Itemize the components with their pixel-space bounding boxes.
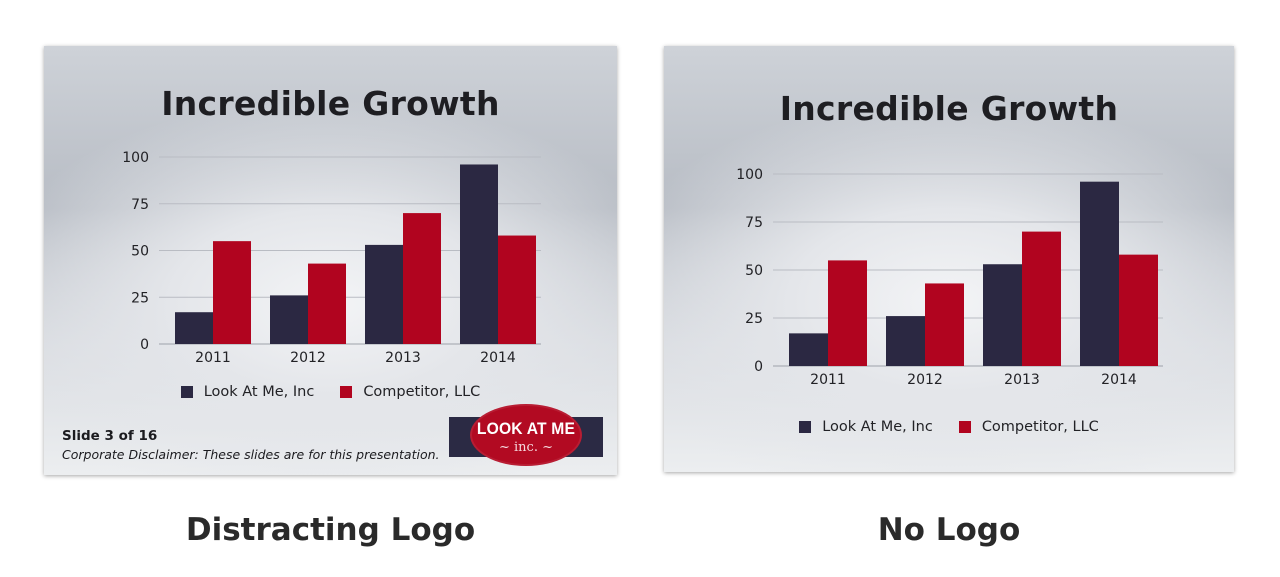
bar-chart: 0 25 50 75 100 2011 2012 2013 2014 — [122, 150, 541, 366]
legend-swatch-series-b — [958, 421, 971, 433]
x-tick-label: 2013 — [385, 350, 421, 366]
bar-look-at-me-2014 — [1080, 181, 1119, 366]
bar-look-at-me-2011 — [789, 333, 828, 366]
legend-swatch-series-a — [799, 421, 812, 433]
y-tick-label: 0 — [140, 337, 149, 353]
x-tick-label: 2013 — [1004, 372, 1040, 388]
chart-legend: Look At Me, Inc Competitor, LLC — [44, 384, 617, 400]
legend-swatch-series-b — [340, 386, 353, 398]
slide-without-logo: Incredible Growth 0 25 50 75 100 2011 2012 2013… — [664, 46, 1234, 472]
bar-competitor-2013 — [403, 213, 441, 344]
logo-emblem — [470, 404, 582, 466]
slide-title: Incredible Growth — [161, 84, 500, 123]
bar-competitor-2012 — [308, 263, 346, 344]
slide-with-logo: Incredible Growth 0 25 50 75 100 2011 2012 2013… — [44, 46, 617, 475]
bar-look-at-me-2012 — [270, 295, 308, 344]
slide-number: Slide 3 of 16 — [62, 428, 158, 444]
legend-item-competitor: Competitor, LLC — [958, 419, 1099, 435]
bar-competitor-2013 — [1022, 231, 1061, 366]
legend-item-look-at-me: Look At Me, Inc — [180, 384, 315, 400]
y-tick-label: 75 — [131, 197, 149, 213]
x-tick-label: 2011 — [810, 372, 846, 388]
caption-no-logo: No Logo — [877, 512, 1021, 548]
y-tick-label: 50 — [131, 244, 149, 260]
legend-label: Competitor, LLC — [981, 419, 1099, 435]
x-tick-label: 2012 — [290, 350, 326, 366]
chart-legend: Look At Me, Inc Competitor, LLC — [664, 419, 1234, 435]
slide-title: Incredible Growth — [779, 89, 1119, 128]
logo-text: LOOK AT ME — [476, 419, 576, 438]
legend-item-look-at-me: Look At Me, Inc — [799, 419, 933, 435]
x-tick-label: 2014 — [480, 350, 516, 366]
bar-chart: 0 25 50 75 100 2011 2012 2013 2014 — [736, 167, 1163, 388]
logo-subtext: ~ inc. ~ — [499, 440, 553, 455]
x-tick-label: 2014 — [1101, 372, 1137, 388]
bar-competitor-2011 — [213, 241, 251, 344]
y-tick-label: 100 — [122, 150, 149, 166]
bar-competitor-2014 — [1119, 254, 1158, 366]
y-tick-label: 25 — [745, 311, 763, 327]
legend-item-competitor: Competitor, LLC — [340, 384, 480, 400]
bar-look-at-me-2011 — [175, 312, 213, 344]
y-tick-label: 25 — [131, 290, 149, 306]
bar-look-at-me-2012 — [886, 316, 925, 366]
caption-distracting-logo: Distracting Logo — [185, 512, 476, 548]
x-tick-label: 2011 — [195, 350, 231, 366]
legend-label: Look At Me, Inc — [203, 384, 315, 400]
legend-swatch-series-a — [180, 386, 193, 398]
bar-look-at-me-2013 — [983, 264, 1022, 366]
legend-label: Competitor, LLC — [363, 384, 481, 400]
bar-competitor-2014 — [498, 235, 536, 344]
x-tick-label: 2012 — [907, 372, 943, 388]
y-tick-label: 0 — [754, 359, 763, 375]
bar-look-at-me-2014 — [460, 164, 498, 344]
corporate-disclaimer: Corporate Disclaimer: These slides are f… — [62, 447, 440, 462]
y-tick-label: 75 — [745, 215, 763, 231]
y-tick-label: 100 — [736, 167, 763, 183]
bar-competitor-2011 — [828, 260, 867, 366]
y-tick-label: 50 — [745, 263, 763, 279]
bar-competitor-2012 — [925, 283, 964, 366]
legend-label: Look At Me, Inc — [822, 419, 933, 435]
bar-look-at-me-2013 — [365, 244, 403, 344]
